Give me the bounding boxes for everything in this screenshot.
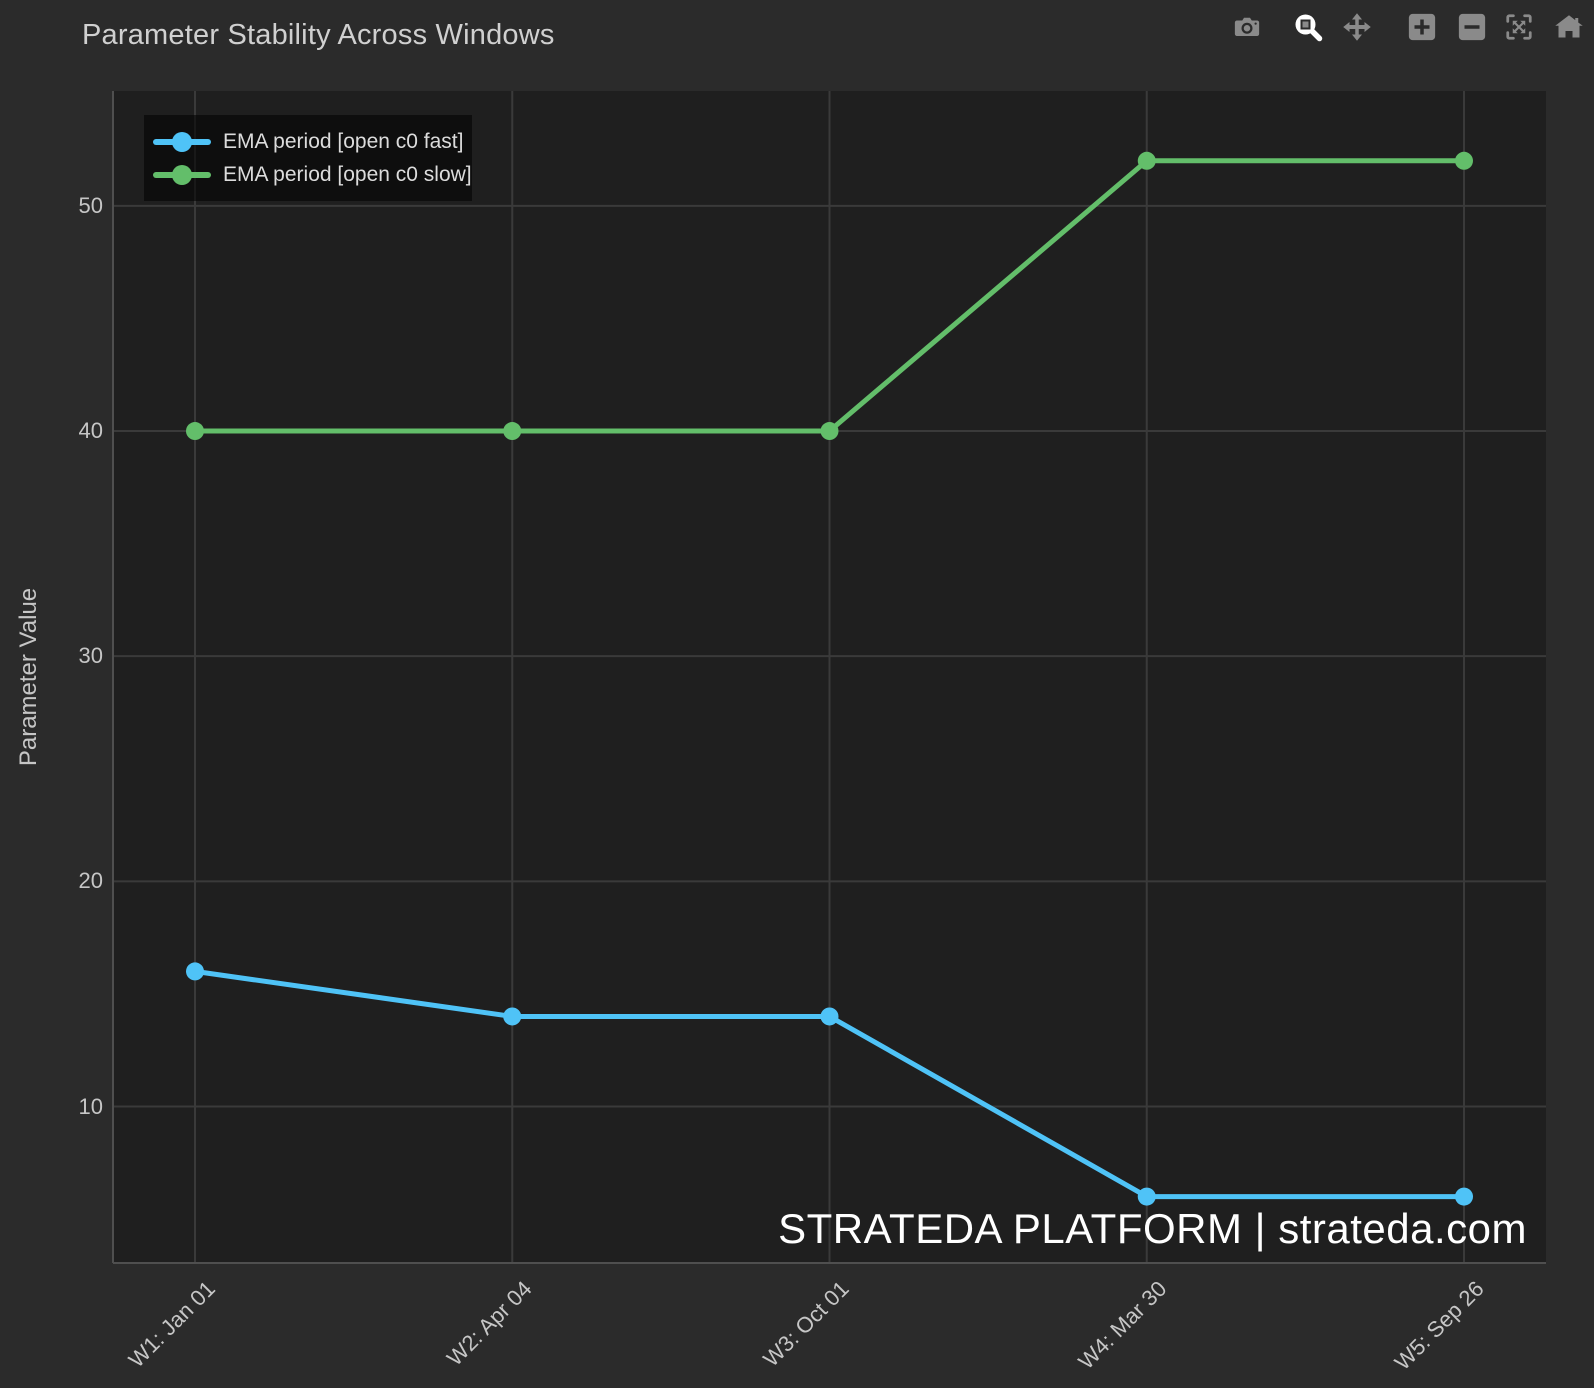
zoom-icon-glyph [1295,14,1323,42]
legend-line-marker-fast [153,131,211,152]
home-icon[interactable] [1552,10,1586,44]
camera-icon-glyph [1234,17,1260,36]
home-icon-glyph [1555,15,1583,38]
zoom-in-icon-glyph [1408,13,1436,41]
zoom-out-icon[interactable] [1455,10,1489,44]
modebar [1230,10,1586,44]
legend-item-slow[interactable]: EMA period [open c0 slow] [153,158,472,191]
y-tick-label: 10 [78,1093,103,1119]
plot-area[interactable] [113,91,1546,1263]
watermark: STRATEDA PLATFORM | strateda.com [778,1205,1527,1252]
y-tick-label: 30 [78,643,103,669]
chart-title: Parameter Stability Across Windows [82,19,555,51]
camera-icon[interactable] [1230,10,1264,44]
legend-item-fast[interactable]: EMA period [open c0 fast] [153,125,472,158]
pan-icon-glyph [1343,13,1371,41]
legend-label-slow: EMA period [open c0 slow] [223,162,472,186]
y-tick-label: 50 [78,192,103,218]
y-axis-title: Parameter Value [15,587,42,767]
legend: EMA period [open c0 fast] EMA period [op… [144,115,472,201]
zoom-out-icon-glyph [1458,13,1486,41]
y-tick-label: 20 [78,868,103,894]
legend-line-marker-slow [153,164,211,185]
zoom-in-icon[interactable] [1405,10,1439,44]
autoscale-icon-glyph [1506,14,1532,40]
zoom-icon[interactable] [1291,10,1325,44]
legend-label-fast: EMA period [open c0 fast] [223,129,464,153]
autoscale-icon[interactable] [1502,10,1536,44]
pan-icon[interactable] [1340,10,1374,44]
y-tick-label: 40 [78,418,103,443]
